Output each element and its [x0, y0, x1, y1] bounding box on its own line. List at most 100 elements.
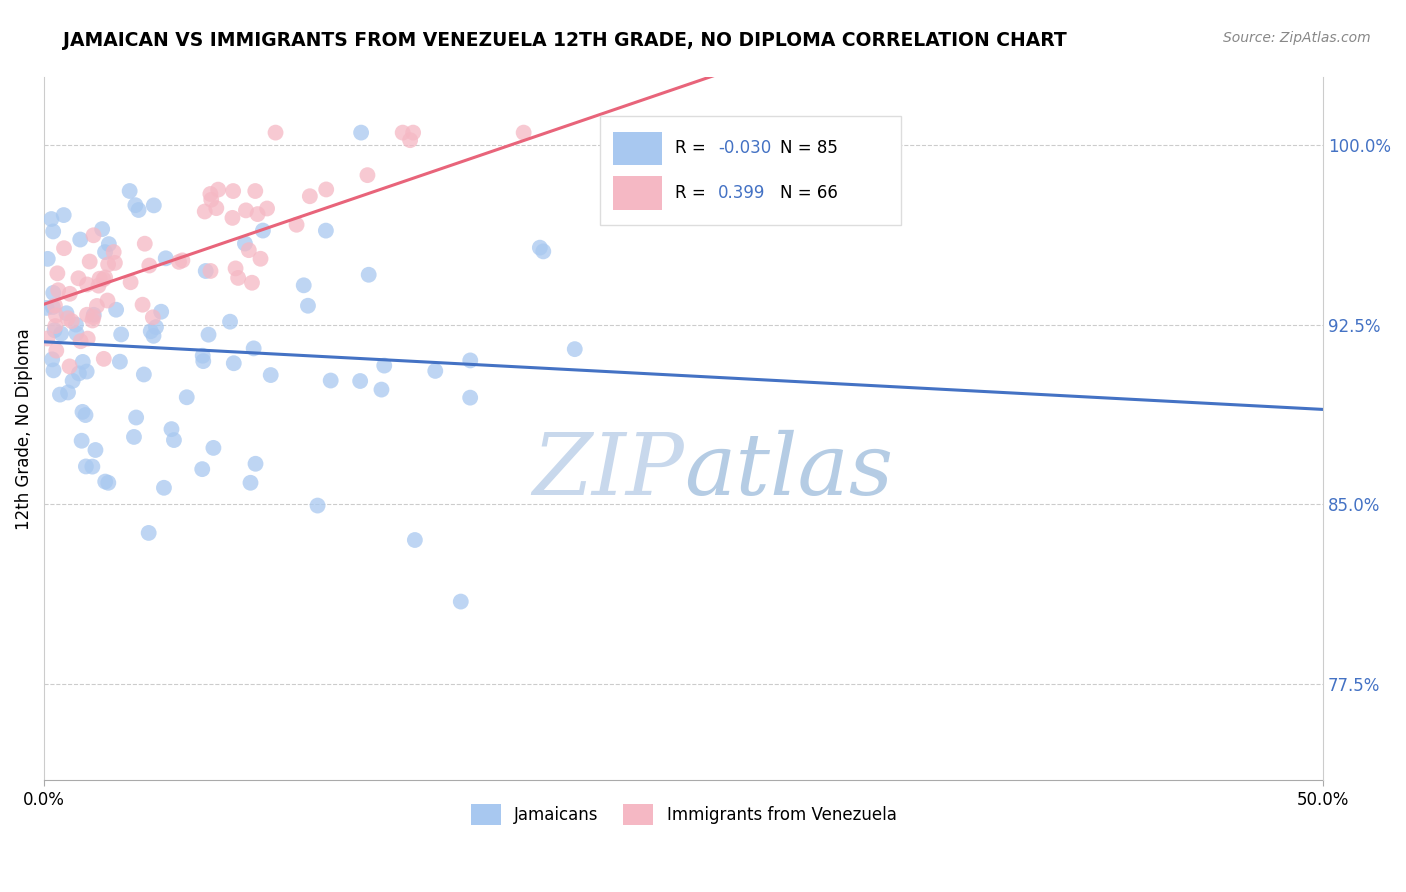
Point: [222, 356, 245, 370]
Point: [49, 326, 72, 341]
Point: [76, 365, 98, 379]
Point: [124, 198, 146, 212]
Point: [193, 354, 215, 368]
Point: [67, 367, 90, 381]
Point: [172, 253, 194, 268]
Point: [245, 457, 267, 471]
Text: atlas: atlas: [683, 430, 893, 512]
Point: [239, 475, 262, 490]
Point: [42, 300, 65, 314]
Text: N = 85: N = 85: [779, 139, 838, 157]
Point: [194, 204, 217, 219]
Point: [219, 315, 242, 329]
Point: [103, 245, 125, 260]
Point: [200, 193, 222, 207]
Point: [37, 252, 59, 266]
Point: [46, 266, 69, 280]
Point: [83, 228, 105, 243]
Point: [207, 183, 229, 197]
Point: [58, 359, 80, 374]
Point: [52, 208, 75, 222]
Point: [285, 218, 308, 232]
Point: [249, 252, 271, 266]
Text: -0.030: -0.030: [718, 139, 772, 157]
Point: [45, 309, 67, 323]
Point: [93, 272, 115, 286]
Point: [356, 168, 378, 182]
Point: [450, 594, 472, 608]
Point: [246, 207, 269, 221]
Point: [86, 299, 108, 313]
Point: [93, 351, 115, 366]
Point: [97, 237, 120, 252]
Point: [89, 271, 111, 285]
Point: [191, 349, 214, 363]
Point: [153, 481, 176, 495]
Point: [44, 323, 66, 337]
Point: [399, 133, 422, 147]
Point: [75, 459, 97, 474]
Point: [125, 410, 148, 425]
Point: [163, 433, 186, 447]
Point: [142, 328, 165, 343]
Point: [233, 236, 256, 251]
Point: [226, 271, 249, 285]
Point: [84, 442, 107, 457]
Point: [59, 286, 82, 301]
Point: [69, 233, 91, 247]
Point: [205, 201, 228, 215]
Point: [197, 327, 219, 342]
Point: [120, 275, 142, 289]
Point: [319, 374, 342, 388]
Point: [41, 352, 63, 367]
Point: [69, 334, 91, 349]
Point: [235, 203, 257, 218]
Point: [110, 327, 132, 342]
Point: [848, 126, 870, 140]
Point: [131, 298, 153, 312]
Point: [76, 308, 98, 322]
Point: [564, 342, 586, 356]
Point: [46, 283, 69, 297]
Point: [315, 224, 337, 238]
Point: [167, 255, 190, 269]
Point: [53, 241, 76, 255]
Point: [142, 198, 165, 212]
Text: Source: ZipAtlas.com: Source: ZipAtlas.com: [1223, 31, 1371, 45]
Point: [42, 224, 65, 238]
Point: [242, 342, 264, 356]
Point: [132, 368, 155, 382]
Point: [72, 405, 94, 419]
Point: [458, 391, 481, 405]
Point: [83, 308, 105, 322]
Point: [222, 184, 245, 198]
Point: [41, 212, 63, 227]
Point: [297, 299, 319, 313]
Point: [82, 459, 104, 474]
Text: ZIP: ZIP: [531, 430, 683, 512]
Point: [256, 202, 278, 216]
Point: [44, 319, 66, 334]
Point: [104, 256, 127, 270]
Point: [94, 270, 117, 285]
Text: R =: R =: [675, 139, 710, 157]
Point: [79, 254, 101, 268]
Point: [176, 390, 198, 404]
Point: [105, 302, 128, 317]
Point: [240, 276, 263, 290]
Point: [529, 241, 551, 255]
Point: [221, 211, 243, 225]
Point: [122, 430, 145, 444]
Point: [138, 525, 160, 540]
Legend: Jamaicans, Immigrants from Venezuela: Jamaicans, Immigrants from Venezuela: [471, 805, 897, 825]
Point: [139, 324, 162, 338]
Point: [252, 223, 274, 237]
Point: [37, 331, 59, 345]
Point: [647, 126, 669, 140]
Point: [373, 359, 395, 373]
Point: [402, 126, 425, 140]
Point: [65, 326, 87, 341]
Point: [45, 343, 67, 358]
Point: [82, 313, 104, 327]
Point: [42, 285, 65, 300]
